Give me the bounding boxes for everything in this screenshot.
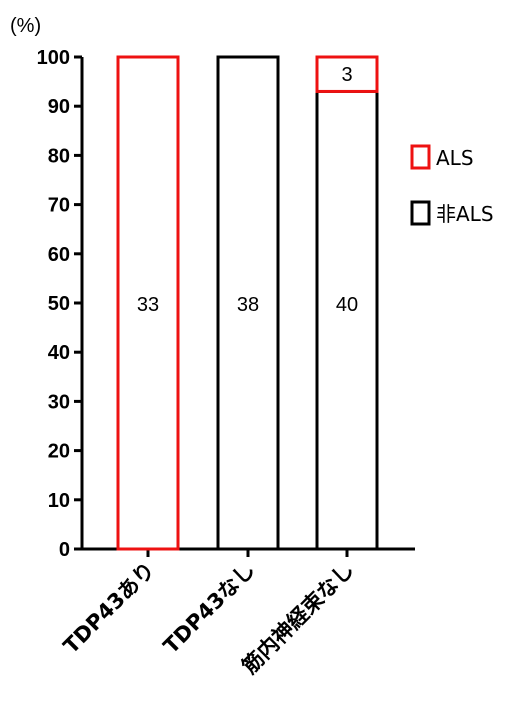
y-axis: 0 10 20 30 40 50 60 70 80 90 100 — [37, 47, 84, 561]
legend: ALS 非ALS — [410, 144, 494, 226]
y-tick-label: 20 — [48, 441, 70, 463]
bar-count-label: 33 — [137, 294, 159, 316]
legend-swatch — [410, 200, 431, 226]
bars: 33 38 40 3 — [116, 55, 379, 551]
bar-segment — [216, 55, 280, 551]
y-tick-label: 80 — [48, 145, 70, 167]
x-category-label: TDP43あり — [59, 558, 160, 659]
bar-segment — [315, 55, 379, 93]
y-tick-label: 10 — [48, 490, 70, 512]
x-category-label: TDP43なし — [159, 558, 260, 659]
bar-count-label: 40 — [336, 294, 358, 316]
y-unit-label: (%) — [10, 15, 41, 37]
bar-segment — [315, 89, 379, 551]
bar-count-label: 3 — [341, 64, 352, 86]
y-tick-label: 0 — [59, 539, 70, 561]
bar-count-label: 38 — [237, 294, 259, 316]
legend-label: ALS — [436, 146, 474, 170]
y-tick-label: 30 — [48, 391, 70, 413]
y-tick-label: 40 — [48, 342, 70, 364]
bar-segment — [116, 55, 180, 551]
legend-swatch — [410, 144, 431, 170]
y-tick-label: 70 — [48, 195, 70, 217]
y-tick-label: 90 — [48, 96, 70, 118]
y-tick-label: 50 — [48, 293, 70, 315]
y-tick-label: 100 — [37, 47, 70, 69]
y-tick-label: 60 — [48, 244, 70, 266]
legend-label: 非ALS — [436, 202, 494, 226]
